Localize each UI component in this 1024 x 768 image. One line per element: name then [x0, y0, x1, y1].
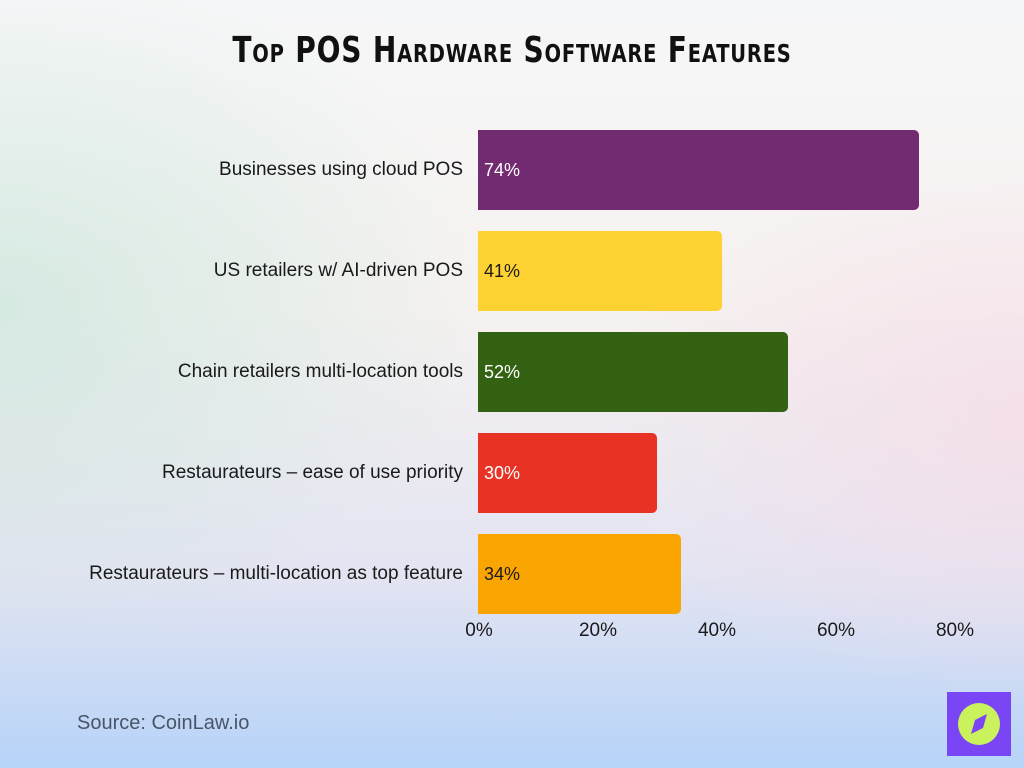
chart-title: Top POS Hardware Software Features — [232, 30, 792, 71]
x-tick-label: 80% — [935, 620, 975, 641]
compass-icon — [958, 703, 1000, 745]
category-label: Restaurateurs – multi-location as top fe… — [89, 563, 463, 584]
source-caption: Source: CoinLaw.io — [77, 712, 250, 734]
bar: 52% — [478, 332, 788, 412]
category-label: Restaurateurs – ease of use priority — [162, 462, 463, 483]
bar: 74% — [478, 130, 919, 210]
bar-value-label: 30% — [484, 463, 521, 483]
bar: 34% — [478, 534, 681, 614]
x-tick-label: 40% — [697, 620, 737, 641]
bar: 41% — [478, 231, 722, 311]
bar: 30% — [478, 433, 657, 513]
bar-value-label: 74% — [484, 160, 521, 180]
category-label: Chain retailers multi-location tools — [177, 361, 463, 382]
category-label: US retailers w/ AI-driven POS — [213, 260, 463, 281]
bar-value-label: 52% — [484, 362, 521, 382]
bar-value-label: 41% — [484, 261, 521, 281]
brand-logo — [947, 692, 1011, 756]
x-tick-label: 20% — [578, 620, 618, 641]
x-tick-label: 0% — [465, 620, 493, 641]
x-tick-label: 60% — [816, 620, 856, 641]
category-label: Businesses using cloud POS — [219, 159, 463, 180]
bar-value-label: 34% — [484, 564, 521, 584]
